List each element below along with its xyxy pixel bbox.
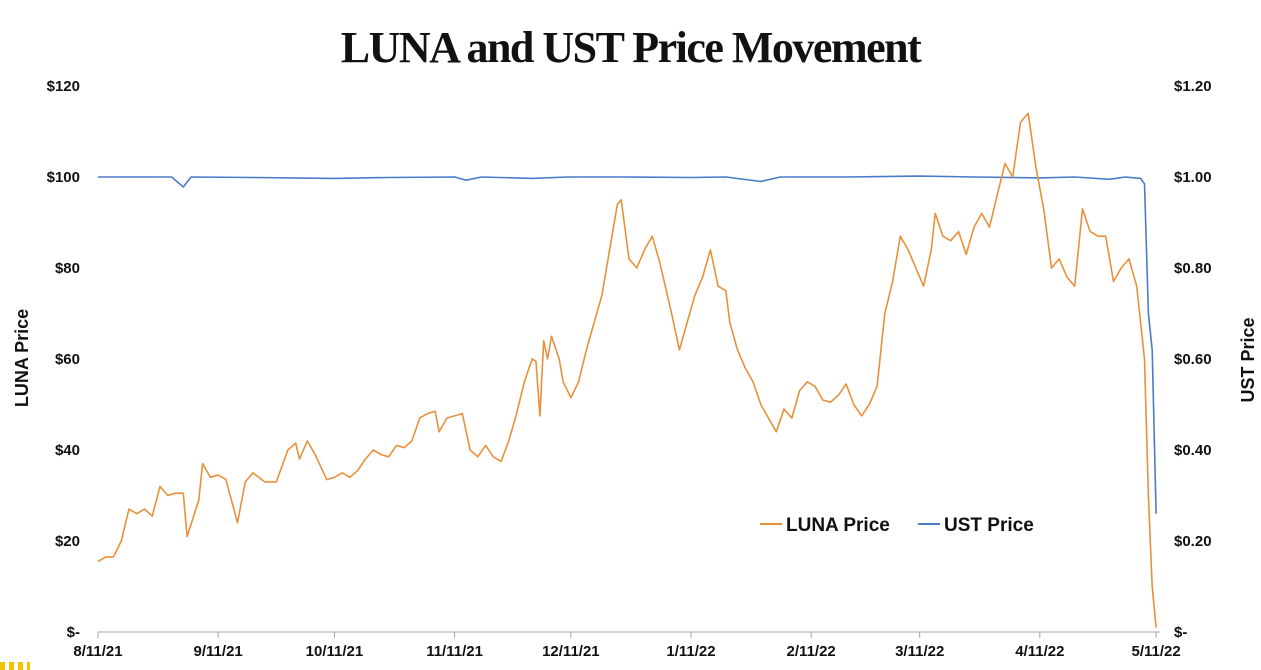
x-tick-label: 3/11/22 [895,643,944,660]
left-y-tick-label: $20 [55,533,80,550]
chart-title: LUNA and UST Price Movement [340,23,922,72]
left-y-tick-label: $- [67,624,80,641]
right-y-tick-label: $0.20 [1174,533,1212,550]
right-y-tick-label: $- [1174,624,1187,641]
left-y-axis-title: LUNA Price [12,309,32,407]
legend-label-luna: LUNA Price [786,515,890,536]
luna-price-line [97,112,1157,628]
left-y-tick-label: $100 [47,169,80,186]
brand-mark [0,662,30,670]
x-tick-label: 8/11/21 [73,643,122,660]
left-y-tick-label: $120 [47,78,80,95]
right-y-tick-label: $0.80 [1174,260,1212,277]
right-y-tick-label: $1.20 [1174,78,1212,95]
x-tick-label: 12/11/21 [542,643,600,660]
x-tick-label: 10/11/21 [306,643,364,660]
series-lines [97,112,1157,628]
right-y-tick-label: $1.00 [1174,169,1212,186]
legend-label-ust: UST Price [944,515,1034,536]
left-y-tick-labels: $- $20 $40 $60 $80 $100 $120 [47,78,80,641]
right-y-tick-label: $0.40 [1174,442,1212,459]
left-y-tick-label: $60 [55,351,80,368]
x-tick-labels: 8/11/21 9/11/21 10/11/21 11/11/21 12/11/21 1/… [73,643,1180,660]
x-tick-label: 1/11/22 [666,643,715,660]
ust-price-line [98,175,1157,514]
x-tick-label: 2/11/22 [787,643,836,660]
x-tick-label: 11/11/21 [426,643,483,660]
x-tick-label: 4/11/22 [1015,643,1064,660]
right-y-tick-label: $0.60 [1174,351,1212,368]
left-y-tick-label: $40 [55,442,80,459]
right-y-tick-labels: $- $0.20 $0.40 $0.60 $0.80 $1.00 $1.20 [1174,78,1212,641]
x-tick-label: 9/11/21 [194,643,243,660]
left-y-tick-label: $80 [55,260,80,277]
right-y-axis-title: UST Price [1238,317,1258,402]
legend: LUNA Price UST Price [760,515,1034,536]
x-tick-label: 5/11/22 [1132,643,1181,660]
x-axis [97,631,1160,638]
